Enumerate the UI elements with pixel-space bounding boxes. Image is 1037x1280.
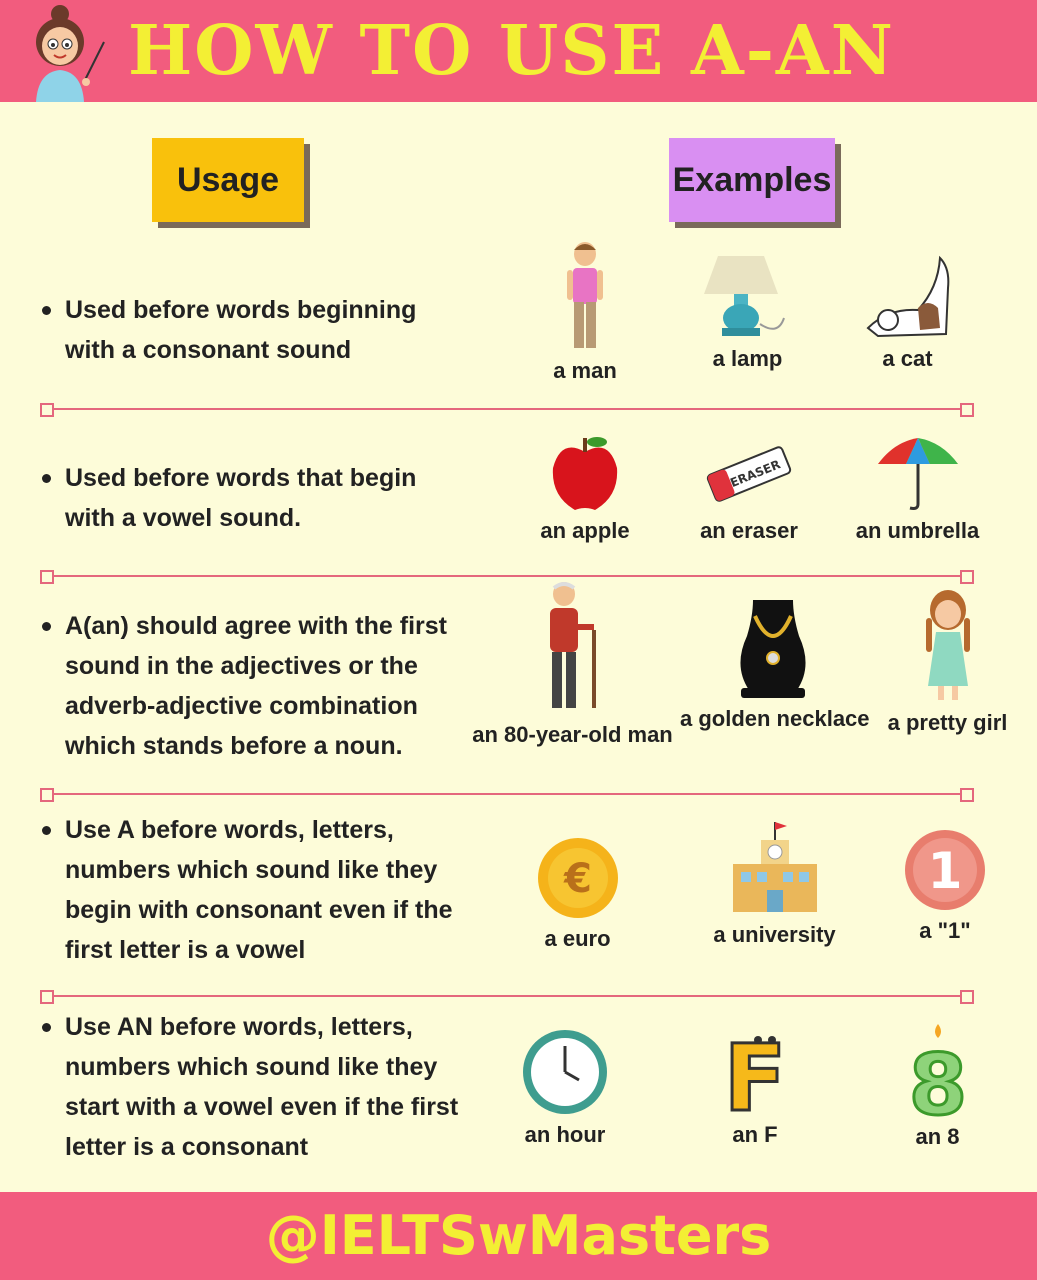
- necklace-icon: [739, 600, 806, 698]
- cat-icon: [866, 255, 949, 338]
- example-label: a man: [553, 358, 617, 383]
- example-label: an 80-year-old man: [472, 722, 673, 747]
- example-item: a cat: [850, 248, 965, 372]
- example-label: a golden necklace: [680, 706, 870, 731]
- usage-item: Used before words that begin with a vowe…: [40, 458, 460, 538]
- clock-icon: [523, 1030, 607, 1114]
- euro-coin-icon: €: [537, 838, 618, 918]
- usage-item: Use AN before words, letters, numbers wh…: [40, 1007, 460, 1167]
- example-item: 8 an 8: [890, 1022, 985, 1150]
- number-eight-candle-icon: 8: [907, 1024, 968, 1118]
- old-man-icon: [549, 582, 596, 708]
- footer-banner: [0, 1192, 1037, 1280]
- example-item: a golden necklace: [680, 596, 870, 732]
- row-separator: [40, 788, 974, 802]
- example-label: a "1": [919, 918, 971, 943]
- man-icon: [567, 242, 603, 348]
- usage-text: Used before words beginning with a conso…: [65, 296, 417, 364]
- girl-icon: [925, 590, 970, 700]
- usage-item: Used before words beginning with a conso…: [40, 290, 460, 370]
- usage-item: Use A before words, letters, numbers whi…: [40, 810, 460, 970]
- row-separator: [40, 570, 974, 584]
- example-item: a university: [712, 820, 837, 948]
- example-item: a lamp: [690, 252, 805, 372]
- example-label: an apple: [540, 518, 630, 543]
- usage-text: Use A before words, letters, numbers whi…: [65, 816, 453, 964]
- example-item: an apple: [535, 434, 635, 544]
- header-banner: [0, 0, 1037, 102]
- svg-text:1: 1: [928, 842, 963, 900]
- bullet: [42, 306, 51, 315]
- usage-item: A(an) should agree with the first sound …: [40, 606, 460, 766]
- lamp-icon: [703, 256, 785, 336]
- example-item: 1 a "1": [895, 828, 995, 944]
- example-label: an hour: [524, 1122, 606, 1147]
- eraser-icon: ERASER: [706, 446, 792, 502]
- number-one-icon: 1: [905, 830, 985, 910]
- example-item: an hour: [515, 1028, 615, 1148]
- bullet: [42, 826, 51, 835]
- examples-header: Examples: [669, 138, 835, 222]
- svg-text:€: €: [563, 856, 592, 902]
- example-label: a lamp: [712, 346, 783, 371]
- usage-text: Use AN before words, letters, numbers wh…: [65, 1013, 459, 1161]
- footer-handle: @IELTSwMasters: [265, 1204, 772, 1267]
- example-label: an eraser: [700, 518, 798, 543]
- teacher-icon: [36, 5, 105, 102]
- usage-text: Used before words that begin with a vowe…: [65, 464, 417, 532]
- example-label: a pretty girl: [887, 710, 1008, 735]
- bullet: [42, 1023, 51, 1032]
- example-item: an umbrella: [855, 434, 980, 544]
- row-separator: [40, 403, 974, 417]
- example-label: a cat: [882, 346, 933, 371]
- bullet: [42, 474, 51, 483]
- example-label: a euro: [544, 926, 611, 951]
- example-item: an 80-year-old man: [470, 580, 675, 748]
- usage-text: A(an) should agree with the first sound …: [65, 612, 447, 760]
- university-building-icon: [732, 822, 817, 912]
- row-separator: [40, 990, 974, 1004]
- example-item: F an F: [710, 1022, 800, 1148]
- example-item: ERASER an eraser: [690, 436, 808, 544]
- example-label: an 8: [915, 1124, 960, 1149]
- example-label: a university: [713, 922, 836, 947]
- letter-f-icon: F: [722, 1024, 788, 1117]
- bullet: [42, 622, 51, 631]
- page-title: HOW TO USE A-AN: [128, 11, 895, 91]
- umbrella-icon: [877, 438, 958, 510]
- example-item: a man: [535, 240, 635, 384]
- usage-header: Usage: [152, 138, 304, 222]
- example-label: an umbrella: [855, 518, 980, 543]
- example-item: € a euro: [525, 836, 630, 952]
- apple-icon: [552, 437, 618, 510]
- example-item: a pretty girl: [885, 588, 1010, 736]
- svg-text:8: 8: [908, 1036, 966, 1118]
- example-label: an F: [732, 1122, 778, 1147]
